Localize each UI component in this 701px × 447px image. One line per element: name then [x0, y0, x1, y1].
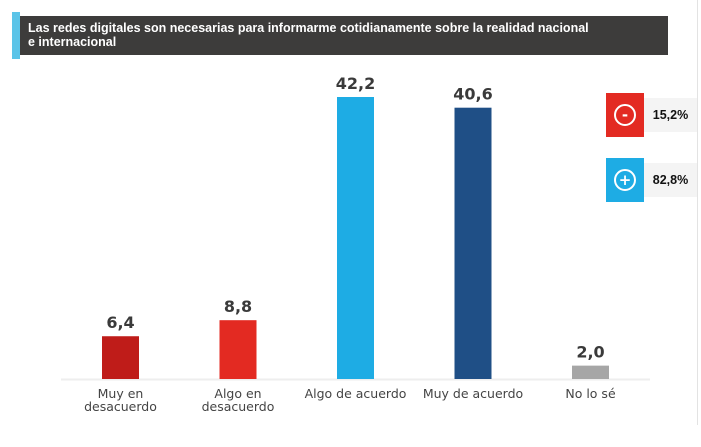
positive-summary-value: 82,8%: [644, 163, 697, 197]
category-label: Algo en: [214, 386, 261, 401]
minus-circle-icon: -: [614, 104, 636, 126]
plus-circle-icon: +: [614, 169, 636, 191]
category-label: Algo de acuerdo: [305, 386, 407, 401]
title-accent-bar: [12, 12, 20, 59]
negative-summary-value: 15,2%: [644, 98, 697, 132]
category-label: Muy de acuerdo: [423, 386, 523, 401]
category-label: desacuerdo: [84, 399, 157, 414]
data-label: 42,2: [336, 74, 375, 93]
category-label: No lo sé: [565, 386, 616, 401]
bar: [219, 320, 257, 379]
right-divider: [697, 0, 698, 425]
negative-summary-box: -: [606, 93, 644, 137]
bar: [102, 336, 139, 379]
data-label: 6,4: [106, 313, 134, 332]
positive-summary-box: +: [606, 158, 644, 202]
category-label: desacuerdo: [202, 399, 275, 414]
data-label: 8,8: [224, 297, 252, 316]
bar: [572, 365, 609, 379]
chart-title-line-2: e internacional: [28, 35, 117, 49]
chart-title: Las redes digitales son necesarias para …: [20, 16, 668, 55]
category-label: Muy en: [98, 386, 144, 401]
data-label: 2,0: [576, 343, 604, 362]
chart-title-line-1: Las redes digitales son necesarias para …: [28, 21, 589, 35]
bar: [337, 97, 374, 379]
data-label: 40,6: [453, 85, 492, 104]
bar: [454, 107, 492, 379]
